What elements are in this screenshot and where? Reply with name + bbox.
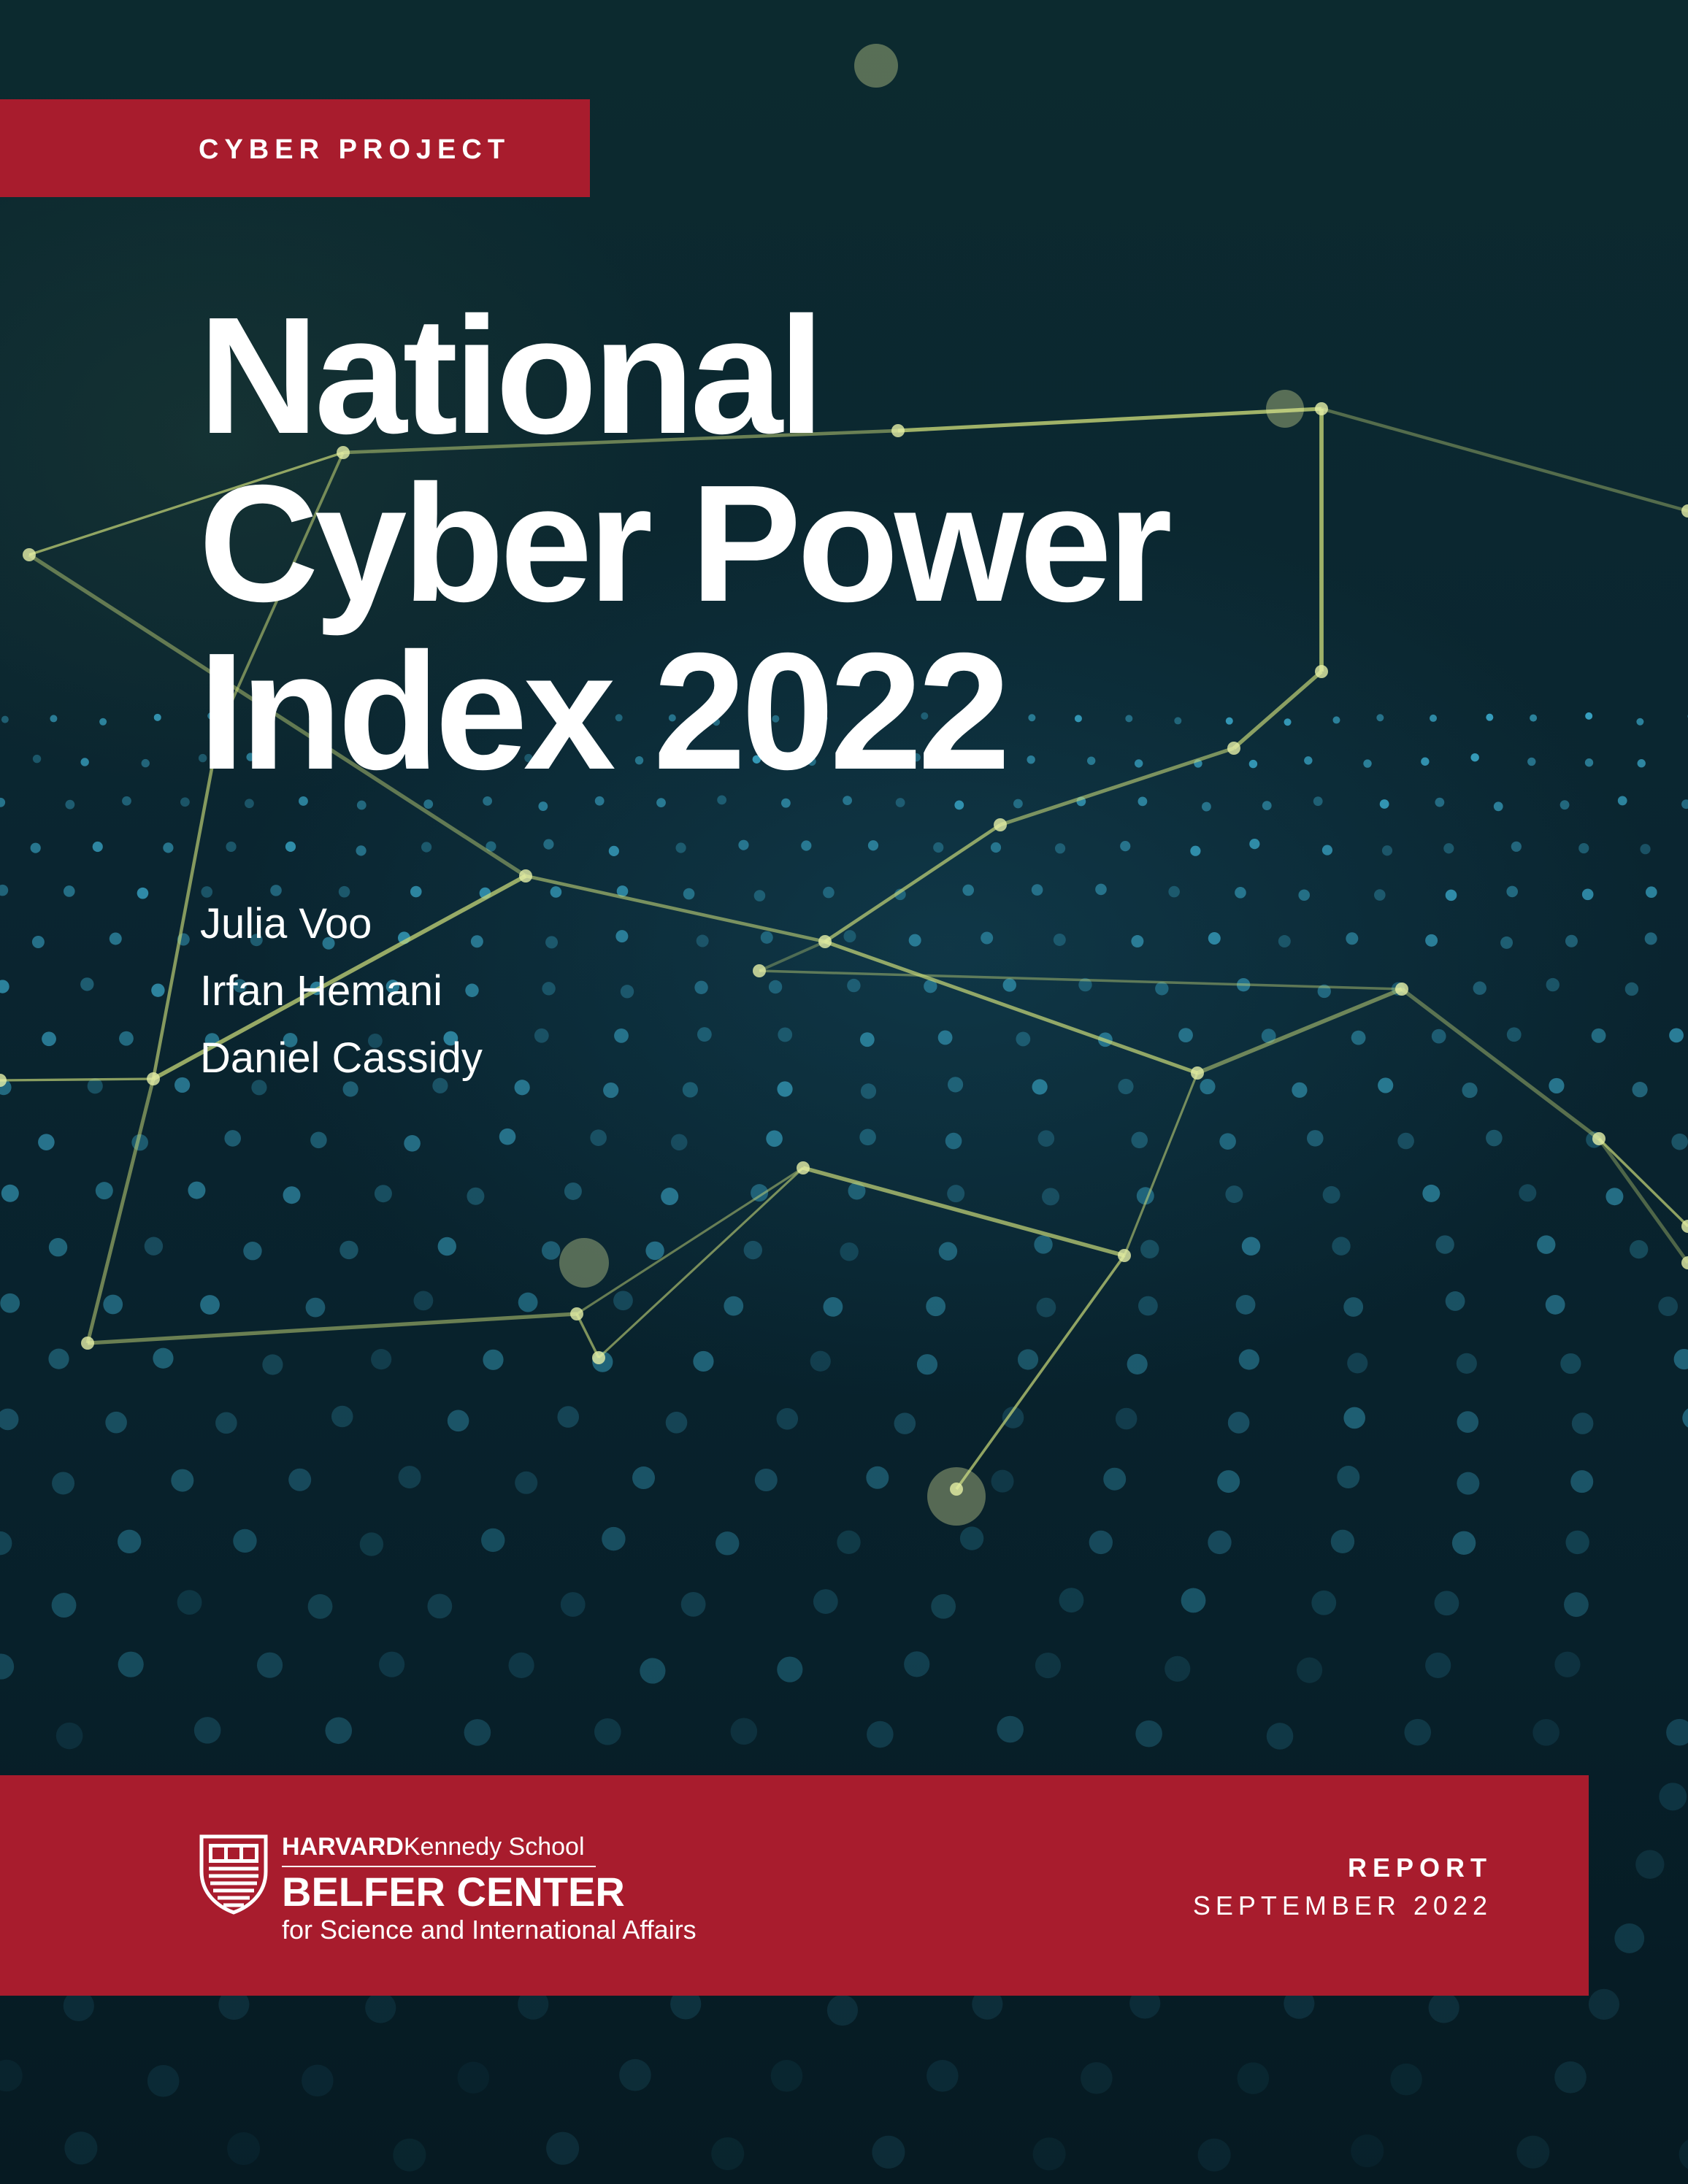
logo-divider	[282, 1866, 596, 1867]
author-name: Daniel Cassidy	[200, 1034, 483, 1082]
title-line-2: Cyber Power	[199, 451, 1173, 637]
belfer-center-logo: HARVARDKennedy School BELFER CENTER for …	[199, 1832, 742, 1945]
program-banner: CYBER PROJECT	[0, 99, 590, 197]
belfer-center-subtitle: for Science and International Affairs	[282, 1915, 697, 1945]
harvard-shield-icon	[199, 1834, 268, 1915]
title-line-3: Index 2022	[199, 619, 1010, 804]
title-line-1: National	[199, 283, 824, 469]
publisher-banner: HARVARDKennedy School BELFER CENTER for …	[0, 1775, 1589, 1996]
document-type: REPORT	[1347, 1853, 1492, 1883]
report-title: National Cyber Power Index 2022	[199, 283, 1173, 804]
author-list: Julia Voo Irfan Hemani Daniel Cassidy	[200, 891, 483, 1092]
program-label: CYBER PROJECT	[199, 134, 511, 165]
belfer-center-name: BELFER CENTER	[282, 1869, 625, 1915]
author-name: Julia Voo	[200, 900, 372, 947]
harvard-kennedy-school-wordmark: HARVARDKennedy School	[282, 1833, 585, 1861]
publication-date: SEPTEMBER 2022	[1192, 1891, 1492, 1920]
author-name: Irfan Hemani	[200, 967, 443, 1015]
